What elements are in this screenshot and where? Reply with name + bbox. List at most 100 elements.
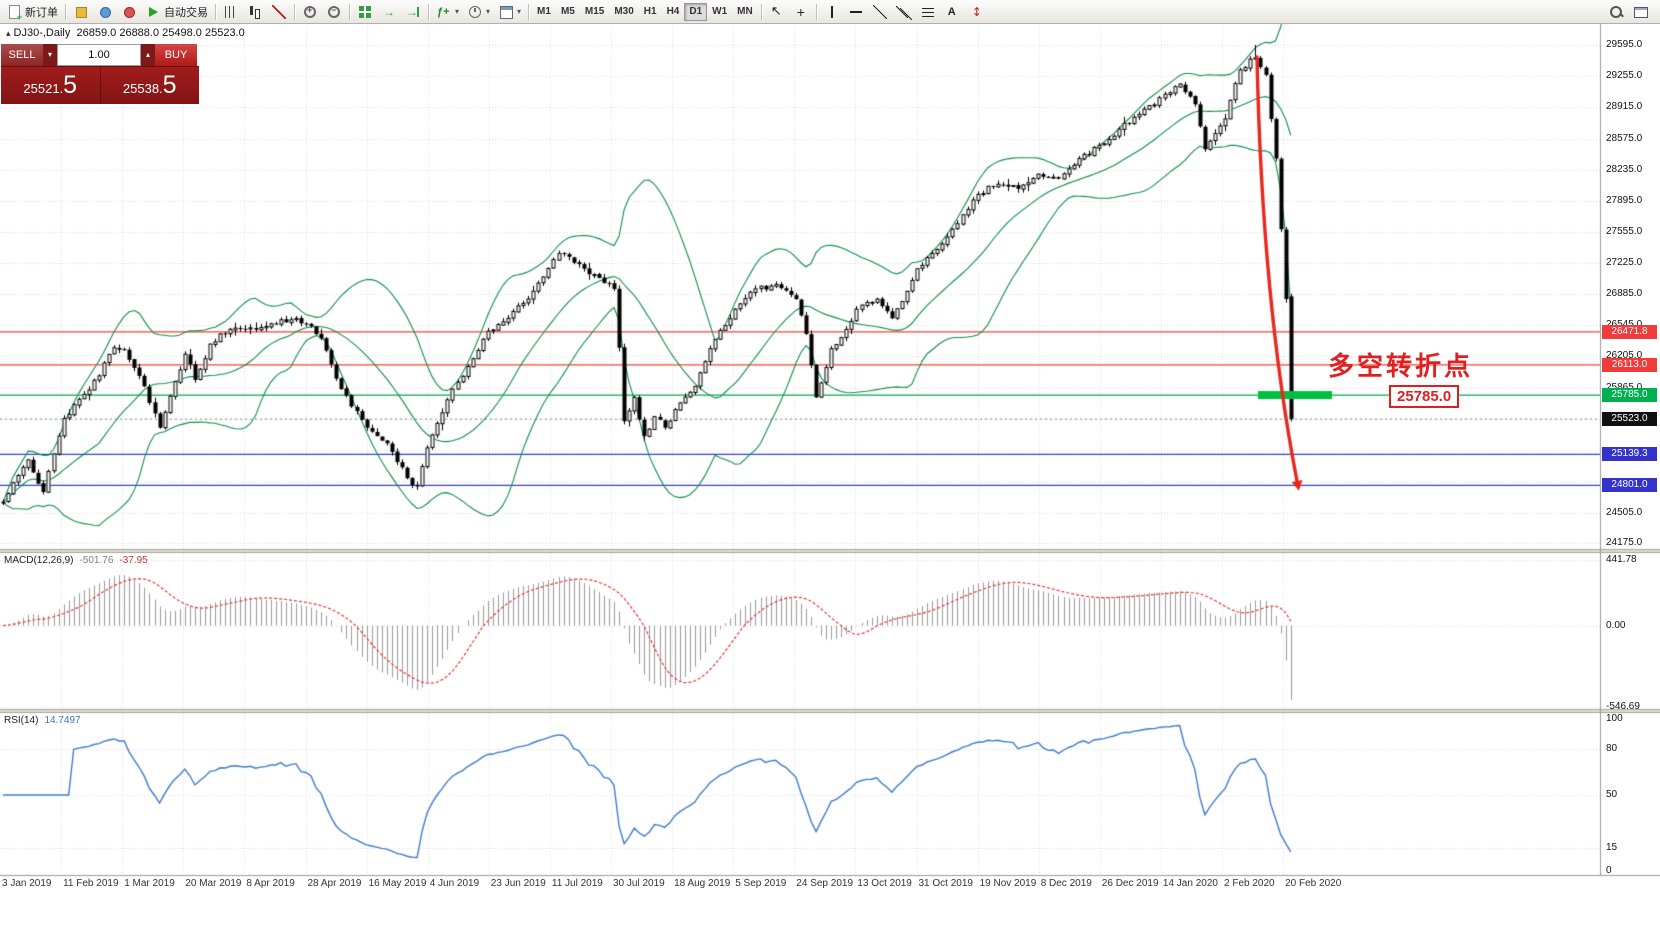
rsi-axis-label: 15 <box>1606 842 1618 854</box>
date-label: 5 Sep 2019 <box>735 878 787 889</box>
price-badge: 25785.0 <box>1602 388 1657 403</box>
price-axis-label: 24175.0 <box>1606 536 1643 548</box>
templates-button[interactable]: ▾ <box>494 2 525 22</box>
price-axis-label: 28235.0 <box>1606 163 1643 175</box>
sell-button[interactable]: SELL <box>1 44 43 66</box>
volume-input[interactable] <box>57 44 141 66</box>
date-label: 4 Jun 2019 <box>429 878 480 889</box>
date-label: 1 Mar 2019 <box>124 878 175 889</box>
profiles-button[interactable] <box>69 2 93 22</box>
toolbar-separator <box>815 3 817 20</box>
date-label: 20 Feb 2020 <box>1285 878 1342 889</box>
sell-price-button[interactable]: 25521. 5 <box>1 67 101 104</box>
hline-icon <box>848 4 864 20</box>
auto-trading-button[interactable]: 自动交易 <box>141 2 212 22</box>
text-icon <box>944 4 960 20</box>
dropdown-caret-icon: ▾ <box>517 7 522 16</box>
sell-price-small: 25521. <box>23 81 64 96</box>
periods-button[interactable]: ▾ <box>463 2 494 22</box>
volume-decrease-button[interactable]: ▾ <box>43 44 57 66</box>
timeframe-mn-button[interactable]: MN <box>732 3 758 21</box>
auto-scroll-button[interactable] <box>377 2 401 22</box>
chart-title: ▴ DJ30-,Daily 26859.0 26888.0 25498.0 255… <box>6 27 245 39</box>
zoom-out-icon <box>326 4 342 20</box>
timeframe-m15-button[interactable]: M15 <box>580 3 609 21</box>
vline-icon <box>824 4 840 20</box>
channel-icon <box>895 4 912 20</box>
price-axis-label: 29255.0 <box>1606 70 1643 82</box>
trendline-tool-button[interactable] <box>868 2 892 22</box>
macd-axis-label: 0.00 <box>1606 619 1626 631</box>
price-axis-label: 25865.0 <box>1606 382 1642 393</box>
price-badge: 25523.0 <box>1602 412 1657 427</box>
price-axis-label: 27895.0 <box>1606 195 1643 207</box>
timeframe-m1-button[interactable]: M1 <box>532 3 556 21</box>
price-badge: 25139.3 <box>1602 447 1657 462</box>
signals-button[interactable] <box>117 2 141 22</box>
channel-tool-button[interactable] <box>892 2 916 22</box>
timeframe-h4-button[interactable]: H4 <box>662 3 685 21</box>
candlestick-chart-button[interactable] <box>243 2 267 22</box>
candles-icon <box>247 4 263 20</box>
chart-symbol-period: DJ30-,Daily <box>13 27 71 39</box>
rsi-axis-label: 50 <box>1606 789 1618 800</box>
price-axis-label: 27555.0 <box>1606 226 1643 238</box>
rsi-axis-label: 100 <box>1606 713 1623 724</box>
template-icon <box>498 4 514 20</box>
vertical-line-tool-button[interactable] <box>820 2 844 22</box>
bar-chart-button[interactable] <box>219 2 243 22</box>
timeframe-h1-button[interactable]: H1 <box>639 3 662 21</box>
crosshair-tool-button[interactable] <box>789 2 813 22</box>
turning-point-annotation[interactable]: 多空转折点 <box>1328 351 1474 381</box>
text-tool-button[interactable] <box>940 2 964 22</box>
tile-windows-button[interactable] <box>353 2 377 22</box>
buy-button[interactable]: BUY <box>155 44 197 66</box>
chart-shift-button[interactable] <box>401 2 425 22</box>
toolbar-separator <box>760 3 762 20</box>
timeframe-d1-button[interactable]: D1 <box>684 2 708 21</box>
arrows-icon <box>968 4 984 20</box>
globe-blue-icon <box>97 4 113 20</box>
volume-increase-button[interactable]: ▴ <box>141 44 155 66</box>
new-order-button[interactable]: 新订单 <box>2 2 62 22</box>
timeframe-m5-button[interactable]: M5 <box>556 3 580 21</box>
price-level-annotation[interactable]: 25785.0 <box>1389 385 1460 408</box>
bars-icon <box>223 4 239 20</box>
cursor-tool-button[interactable] <box>765 2 789 22</box>
zoom-out-button[interactable] <box>322 2 346 22</box>
fibonacci-tool-button[interactable] <box>916 2 940 22</box>
zoom-in-button[interactable] <box>298 2 322 22</box>
date-label: 20 Mar 2019 <box>185 878 242 889</box>
new-chart-button[interactable] <box>1628 2 1652 22</box>
search-button[interactable] <box>1604 2 1628 22</box>
macd-signal-value: -37.95 <box>119 555 148 566</box>
rsi-name: RSI(14) <box>4 715 39 726</box>
date-label: 2 Feb 2020 <box>1224 878 1275 889</box>
date-label: 19 Nov 2019 <box>979 878 1037 889</box>
line-chart-button[interactable] <box>267 2 291 22</box>
macd-main-value: -501.76 <box>79 555 114 566</box>
timeframe-w1-button[interactable]: W1 <box>707 3 732 21</box>
indicators-button[interactable]: ▾ <box>432 2 463 22</box>
magnifier-icon <box>1608 4 1624 20</box>
timeframe-m30-button[interactable]: M30 <box>609 3 638 21</box>
date-label: 30 Jul 2019 <box>613 878 665 889</box>
signal-red-icon <box>121 4 137 20</box>
date-label: 23 Jun 2019 <box>490 878 546 889</box>
date-label: 8 Dec 2019 <box>1040 878 1092 889</box>
chart-symbol-icon: ▴ <box>6 28 11 38</box>
cursor-icon <box>769 4 785 20</box>
window-icon <box>1632 4 1648 20</box>
shift-icon <box>405 4 421 20</box>
date-label: 13 Oct 2019 <box>857 878 912 889</box>
date-label: 3 Jan 2019 <box>2 878 52 889</box>
arrows-tool-button[interactable] <box>964 2 988 22</box>
buy-price-button[interactable]: 25538. 5 <box>100 67 199 104</box>
one-click-trading-panel: SELL ▾ ▴ BUY 25521.5 25538.5 <box>1 44 199 104</box>
horizontal-line-tool-button[interactable] <box>844 2 868 22</box>
market-watch-button[interactable] <box>93 2 117 22</box>
new-order-button-label: 新订单 <box>25 6 58 19</box>
date-label: 26 Dec 2019 <box>1101 878 1159 889</box>
